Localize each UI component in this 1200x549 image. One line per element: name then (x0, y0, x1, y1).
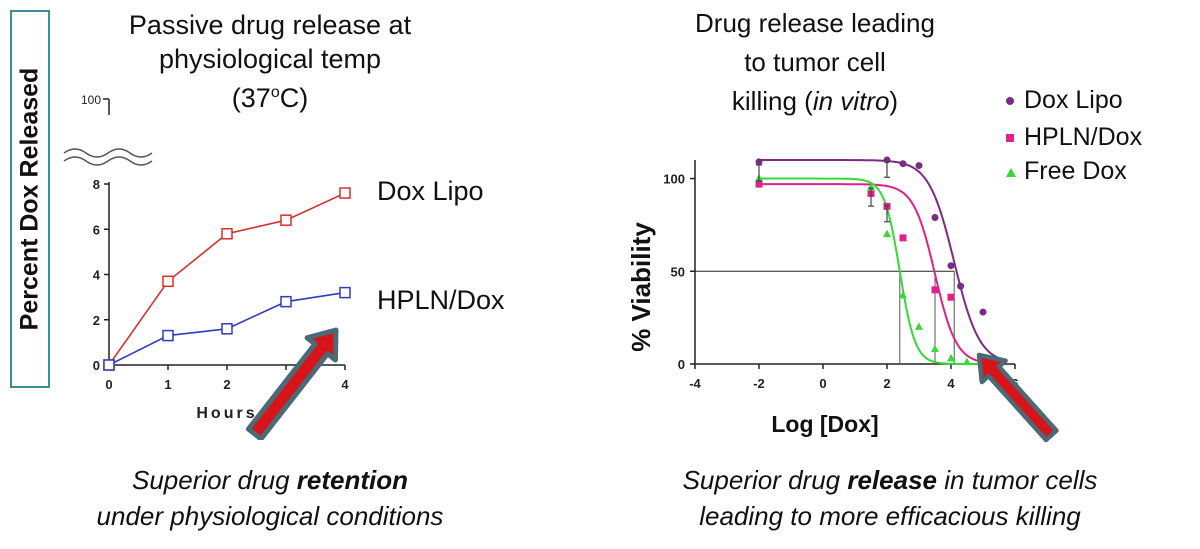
left-ylabel-frame: Percent Dox Released (10, 10, 50, 388)
right-data-point (947, 262, 955, 270)
left-data-point (221, 228, 233, 240)
right-data-point (899, 160, 907, 168)
right-y-axis-label: % Viability (626, 222, 656, 352)
right-data-point (947, 293, 955, 301)
right-data-point (979, 308, 987, 316)
left-x-tick-label: 4 (341, 377, 349, 392)
left-title-line-3: (37oC) (231, 83, 309, 113)
left-x-tick-label: 2 (223, 377, 230, 392)
right-x-tick-label: 2 (883, 376, 890, 391)
right-data-point (931, 344, 939, 353)
left-y-tick-label: 6 (93, 222, 100, 237)
right-data-point (755, 158, 763, 166)
pointer-arrow (976, 352, 1059, 443)
left-data-point (339, 187, 351, 199)
right-data-point (915, 162, 923, 170)
legend-item-free-dox: Free Dox (1006, 157, 1127, 186)
right-title-line-3: killing (in vitro) (731, 86, 899, 116)
right-data-point (883, 229, 891, 238)
right-data-point (957, 282, 965, 290)
left-y-tick-label: 2 (93, 313, 100, 328)
left-title-line-2: physiological temp (158, 44, 382, 74)
legend-item-hpln: HPLN/Dox (1006, 123, 1142, 152)
left-broken-axis-label: 100 (81, 93, 101, 107)
left-y-tick-label: 0 (93, 358, 100, 373)
right-y-tick-label: 0 (678, 357, 685, 372)
left-chart-title: Passive drug release at physiological te… (110, 8, 430, 115)
left-data-point (280, 295, 292, 308)
right-data-point (963, 357, 971, 366)
right-caption-line-2: leading to more efficacious killing (699, 501, 1081, 531)
left-data-point (162, 275, 174, 288)
right-x-tick-label: -4 (689, 376, 701, 391)
left-caption-line-1: Superior drug retention (132, 465, 408, 495)
axis-break-wave (63, 148, 153, 158)
pointer-arrow (245, 327, 339, 440)
right-data-point (931, 213, 939, 221)
left-label-hpln: HPLN/Dox (377, 285, 505, 315)
legend-item-dox-lipo: Dox Lipo (1006, 86, 1123, 115)
left-y-tick-label: 4 (93, 268, 101, 283)
hpln-marker-icon (1006, 134, 1014, 143)
right-fit-curve (759, 183, 1003, 365)
right-fit-curve (759, 177, 1003, 365)
right-title-line-2: to tumor cell (744, 47, 886, 77)
left-title-line-1: Passive drug release at (128, 10, 412, 40)
right-data-point (931, 286, 939, 294)
left-data-point (162, 329, 174, 342)
left-label-dox-lipo: Dox Lipo (377, 176, 484, 206)
left-data-point (221, 323, 233, 335)
axis-break-wave (63, 156, 153, 166)
left-data-point (280, 214, 292, 226)
pointer-arrow-shape (245, 327, 339, 440)
right-x-tick-label: 0 (819, 376, 826, 391)
left-data-point (103, 359, 115, 371)
right-x-tick-label: 4 (947, 376, 955, 391)
left-x-tick-label: 0 (105, 377, 112, 392)
right-data-point (947, 353, 955, 362)
left-y-tick-label: 8 (93, 177, 100, 192)
left-caption: Superior drug retention under physiologi… (30, 462, 510, 534)
pointer-arrow-shape (976, 352, 1059, 443)
right-data-point (915, 322, 923, 330)
left-release-chart: 1000246801234Hours (63, 93, 351, 440)
left-x-tick-label: 1 (164, 377, 171, 392)
right-data-point (755, 180, 763, 188)
left-caption-line-2: under physiological conditions (96, 501, 444, 531)
right-title-line-1: Drug release leading (695, 8, 935, 38)
dox-lipo-marker-icon (1006, 97, 1014, 106)
right-data-point (867, 183, 875, 191)
right-fit-curve (759, 159, 1003, 361)
left-x-axis-label: Hours (196, 405, 257, 422)
right-y-tick-label: 50 (671, 264, 685, 279)
right-data-point (899, 234, 907, 242)
left-data-point (339, 286, 351, 299)
right-caption-line-1: Superior drug release in tumor cells (682, 465, 1098, 495)
right-caption: Superior drug release in tumor cells lea… (600, 462, 1180, 534)
free-dox-marker-icon (1006, 167, 1016, 177)
right-x-tick-label: -2 (753, 376, 765, 391)
right-y-tick-label: 100 (663, 172, 685, 187)
right-data-point (899, 290, 907, 299)
right-chart-title: Drug release leading to tumor cell killi… (650, 4, 980, 121)
right-x-axis-label: Log [Dox] (771, 411, 878, 437)
